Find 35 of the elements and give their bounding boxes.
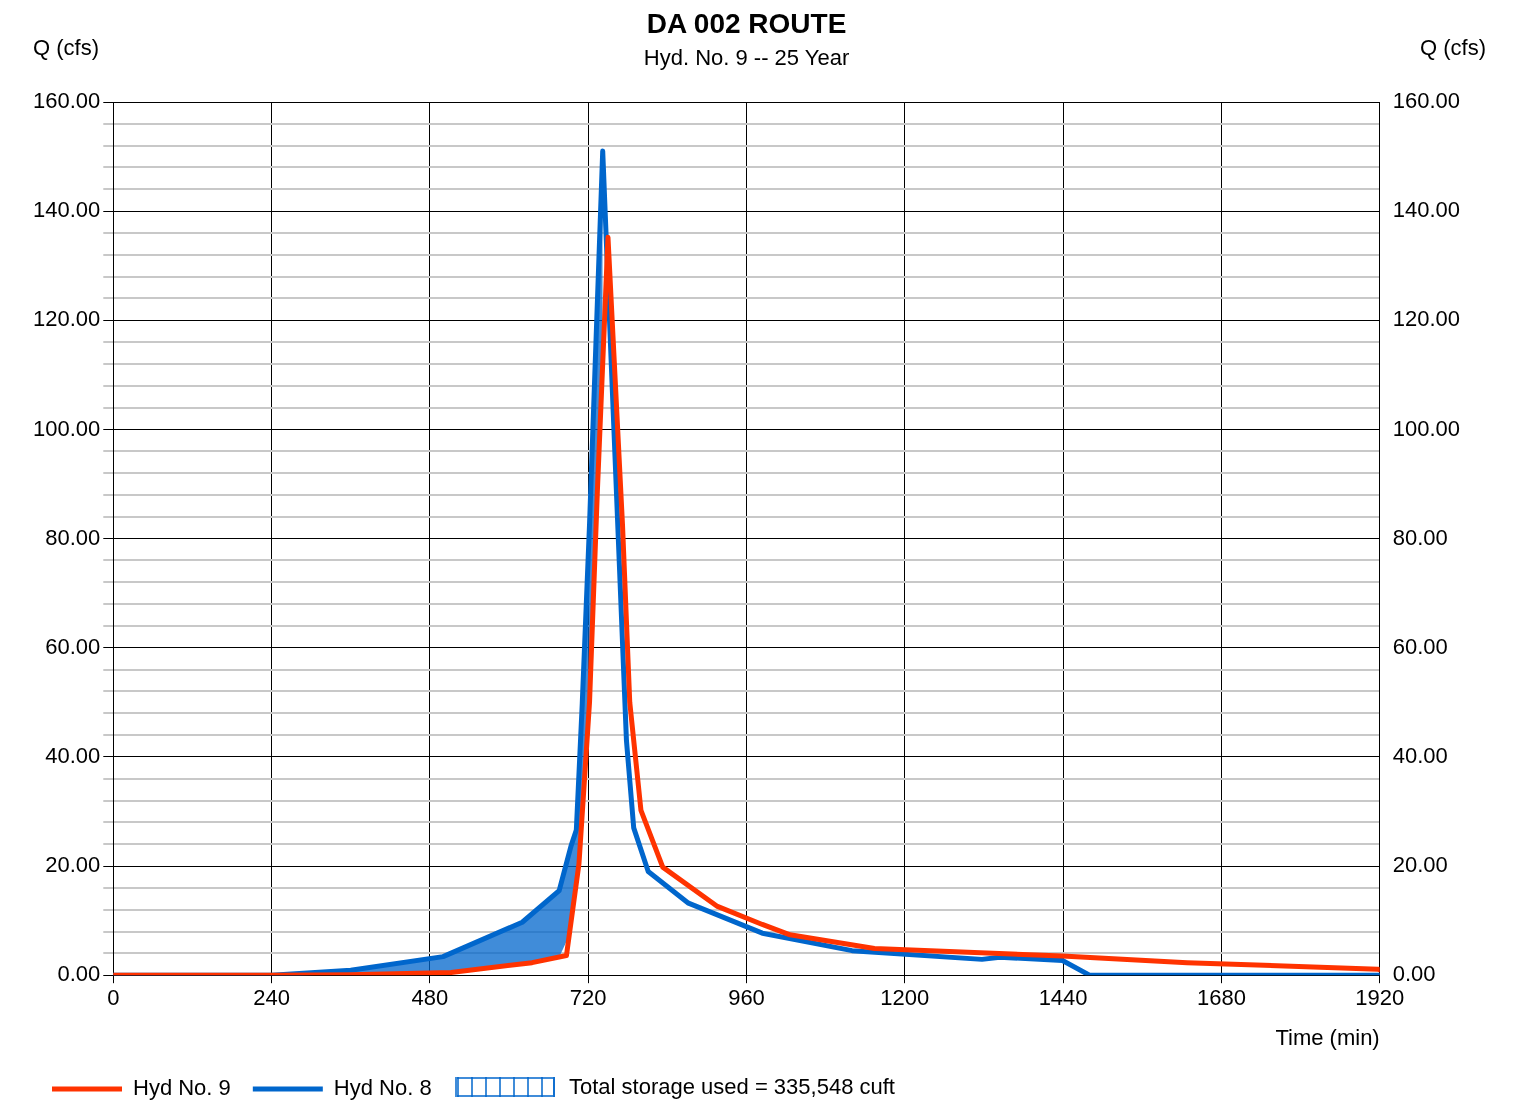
text: Total storage used = 335,548 cuft xyxy=(569,1074,895,1100)
x-tick-label: 480 xyxy=(411,985,449,1011)
x-axis-title: Time (min) xyxy=(1275,1024,1380,1050)
legend-label: Hyd No. 9 xyxy=(133,1075,231,1101)
y2-tick-label: 40.00 xyxy=(1392,742,1448,768)
x-tick-label: 1920 xyxy=(1355,985,1405,1011)
y2-tick-label: 100.00 xyxy=(1392,415,1461,441)
y-tick-label: 0.00 xyxy=(57,961,101,987)
y-tick-label: 80.00 xyxy=(45,524,101,550)
y-tick-label: 40.00 xyxy=(45,742,101,768)
y-tick-label: 160.00 xyxy=(32,88,101,114)
y2-tick-label: 80.00 xyxy=(1392,524,1448,550)
x-tick-label: 960 xyxy=(728,985,765,1011)
x-tick-label: 1680 xyxy=(1196,985,1246,1011)
y2-tick-label: 160.00 xyxy=(1392,88,1461,114)
y-tick-label: 100.00 xyxy=(32,415,101,441)
y2-axis-title: Q (cfs) xyxy=(1420,35,1486,61)
y2-tick-label: 0.00 xyxy=(1392,961,1436,987)
chart-subtitle: Hyd. No. 9 -- 25 Year xyxy=(643,44,850,70)
y2-tick-label: 20.00 xyxy=(1392,852,1448,878)
y2-tick-label: 60.00 xyxy=(1392,633,1448,659)
y2-tick-label: 120.00 xyxy=(1392,306,1461,332)
y-tick-label: 60.00 xyxy=(45,633,101,659)
chart-title: DA 002 ROUTE xyxy=(646,7,847,39)
y-tick-label: 20.00 xyxy=(45,852,101,878)
legend-label: Hyd No. 8 xyxy=(333,1075,432,1101)
x-tick-label: 720 xyxy=(569,985,607,1011)
x-tick-label: 1200 xyxy=(880,985,930,1011)
y-tick-label: 120.00 xyxy=(32,306,101,332)
x-tick-label: 0 xyxy=(107,985,120,1011)
x-tick-label: 1440 xyxy=(1038,985,1088,1011)
x-tick-label: 240 xyxy=(253,985,290,1011)
y-tick-label: 140.00 xyxy=(32,197,101,223)
y-axis-title: Q (cfs) xyxy=(33,35,99,61)
y2-tick-label: 140.00 xyxy=(1392,197,1461,223)
